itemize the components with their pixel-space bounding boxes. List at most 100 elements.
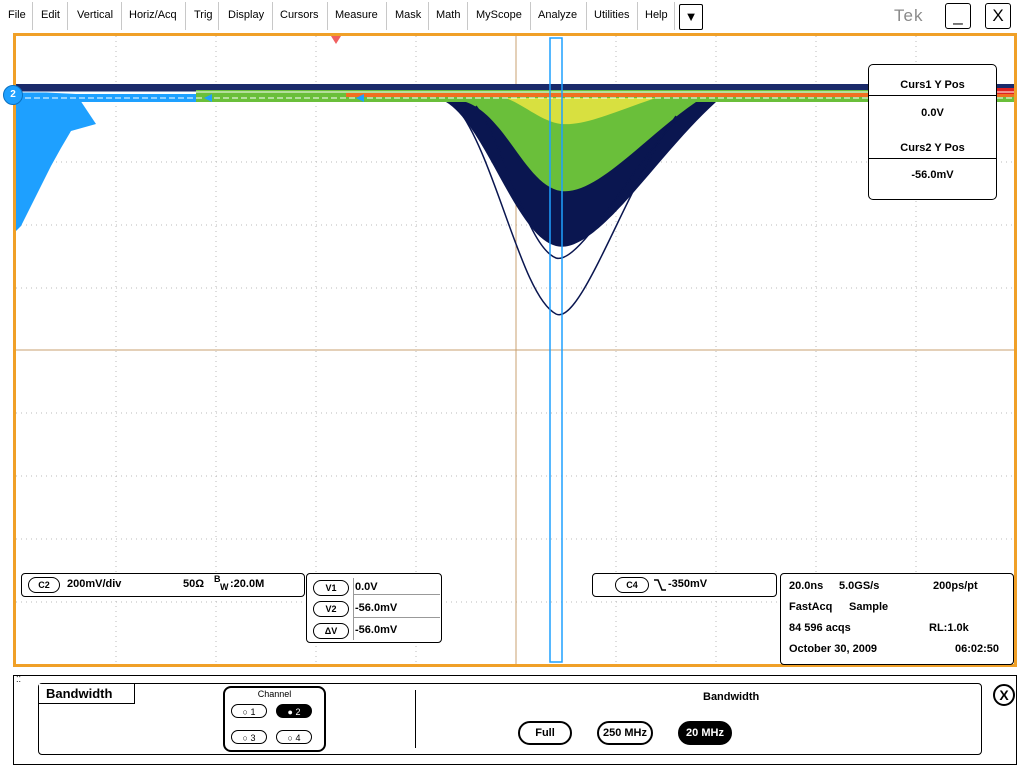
waveform-display[interactable] <box>13 33 1017 667</box>
channel-4-button[interactable]: ○ 4 <box>276 730 312 744</box>
time-cursor-gate[interactable] <box>549 37 563 663</box>
record-length: RL:1.0k <box>929 622 969 634</box>
menu-edit[interactable]: Edit <box>41 9 60 21</box>
bandwidth-panel-title: Bandwidth <box>39 684 135 704</box>
curs1-label: Curs1 Y Pos <box>900 79 965 91</box>
acq-time: 06:02:50 <box>955 643 1000 655</box>
cursor-delta-value: -56.0mV <box>355 624 398 636</box>
channel-2-marker[interactable]: 2 <box>3 85 23 105</box>
close-window-button[interactable]: X <box>985 3 1011 29</box>
bandwidth-full-button[interactable]: Full <box>518 721 572 745</box>
menu-divider <box>586 2 587 30</box>
divider <box>354 594 440 595</box>
menu-divider <box>121 2 122 30</box>
bandwidth-value: :20.0M <box>230 578 265 590</box>
menu-divider <box>185 2 186 30</box>
trigger-position-marker-icon[interactable] <box>331 36 341 44</box>
acq-date: October 30, 2009 <box>789 643 878 655</box>
menu-bar: File Edit Vertical Horiz/Acq Trig Displa… <box>0 0 1024 32</box>
pulse-envelope-green <box>466 102 696 192</box>
menu-divider <box>530 2 531 30</box>
minimize-button[interactable]: _ <box>945 3 971 29</box>
menu-trig[interactable]: Trig <box>194 9 213 21</box>
menu-divider <box>428 2 429 30</box>
menu-more-button[interactable]: ▼ <box>679 4 703 30</box>
tek-logo: Tek <box>894 6 924 25</box>
input-impedance: 50Ω <box>183 578 205 590</box>
menu-divider <box>637 2 638 30</box>
close-panel-button[interactable]: X <box>993 684 1015 706</box>
menu-myscope[interactable]: MyScope <box>476 9 522 21</box>
cursor-marker-icon[interactable] <box>356 94 364 102</box>
bandwidth-20mhz-button[interactable]: 20 MHz <box>678 721 732 745</box>
trigger-readout[interactable]: C4 -350mV <box>592 573 777 597</box>
pulse-envelope-yellow <box>506 98 656 125</box>
menu-divider <box>674 2 675 30</box>
falling-edge-icon <box>654 579 666 591</box>
histogram-fill <box>16 91 96 231</box>
menu-divider <box>32 2 33 30</box>
acq-mode: FastAcq <box>789 601 833 613</box>
panel-grip-icon: ⁚⁚ <box>16 675 22 684</box>
divider <box>869 95 996 96</box>
bandwidth-label-w: W <box>220 582 229 592</box>
channel-selector: Channel <box>223 686 326 752</box>
acq-sample-mode: Sample <box>849 601 889 613</box>
acq-count: 84 596 acqs <box>789 622 851 634</box>
menu-horiz-acq[interactable]: Horiz/Acq <box>129 9 177 21</box>
bandwidth-label-b: B <box>214 574 221 584</box>
menu-mask[interactable]: Mask <box>395 9 422 21</box>
menu-file[interactable]: File <box>8 9 26 21</box>
waveform-canvas <box>16 36 1014 664</box>
menu-divider <box>67 2 68 30</box>
cursor-v1-badge: V1 <box>313 580 349 596</box>
vertical-scale: 200mV/div <box>67 578 122 590</box>
divider <box>353 578 354 640</box>
menu-divider <box>327 2 328 30</box>
trigger-source-badge: C4 <box>615 577 649 593</box>
cursor-v1-value: 0.0V <box>355 581 378 593</box>
menu-display[interactable]: Display <box>228 9 265 21</box>
menu-cursors[interactable]: Cursors <box>280 9 319 21</box>
close-icon: X <box>999 687 1009 703</box>
bandwidth-heading: Bandwidth <box>703 691 760 703</box>
menu-measure[interactable]: Measure <box>335 9 378 21</box>
channel-3-button[interactable]: ○ 3 <box>231 730 267 744</box>
channel-2-button[interactable]: ● 2 <box>276 704 312 718</box>
cursor-readout[interactable]: V1 0.0V V2 -56.0mV ΔV -56.0mV <box>306 573 442 643</box>
trigger-level: -350mV <box>668 578 708 590</box>
menu-utilities[interactable]: Utilities <box>594 9 630 21</box>
bandwidth-250mhz-button[interactable]: 250 MHz <box>597 721 653 745</box>
menu-analyze[interactable]: Analyze <box>538 9 578 21</box>
menu-divider <box>218 2 219 30</box>
curs2-value: -56.0mV <box>911 169 954 181</box>
menu-help[interactable]: Help <box>645 9 668 21</box>
cursor-position-panel[interactable]: Curs1 Y Pos 0.0V Curs2 Y Pos -56.0mV <box>868 64 997 200</box>
divider <box>354 617 440 618</box>
menu-divider <box>386 2 387 30</box>
time-resolution: 200ps/pt <box>933 580 978 592</box>
menu-divider <box>467 2 468 30</box>
control-panel <box>13 675 1017 765</box>
pulse-mid-trace <box>475 105 687 259</box>
cursor-delta-badge: ΔV <box>313 623 349 639</box>
channel-1-button[interactable]: ○ 1 <box>231 704 267 718</box>
curs2-label: Curs2 Y Pos <box>900 142 965 154</box>
channel-badge: C2 <box>28 577 60 593</box>
menu-math[interactable]: Math <box>436 9 461 21</box>
acquisition-readout[interactable]: 20.0ns 5.0GS/s 200ps/pt FastAcq Sample 8… <box>780 573 1014 665</box>
menu-divider <box>272 2 273 30</box>
menu-vertical[interactable]: Vertical <box>77 9 114 21</box>
pulse-outer-trace <box>455 105 677 316</box>
channel-label: Channel <box>257 689 292 699</box>
baseline-band-orange <box>346 93 1014 97</box>
cursor-v2-value: -56.0mV <box>355 602 398 614</box>
minimize-icon: _ <box>953 6 963 25</box>
panel-separator <box>415 690 416 748</box>
cursor-marker-icon[interactable] <box>204 94 212 102</box>
close-icon: X <box>992 6 1004 25</box>
channel-readout[interactable]: C2 200mV/div 50Ω B W :20.0M <box>21 573 305 597</box>
curs1-value: 0.0V <box>921 107 944 119</box>
sample-rate: 5.0GS/s <box>839 580 880 592</box>
divider <box>869 158 996 159</box>
